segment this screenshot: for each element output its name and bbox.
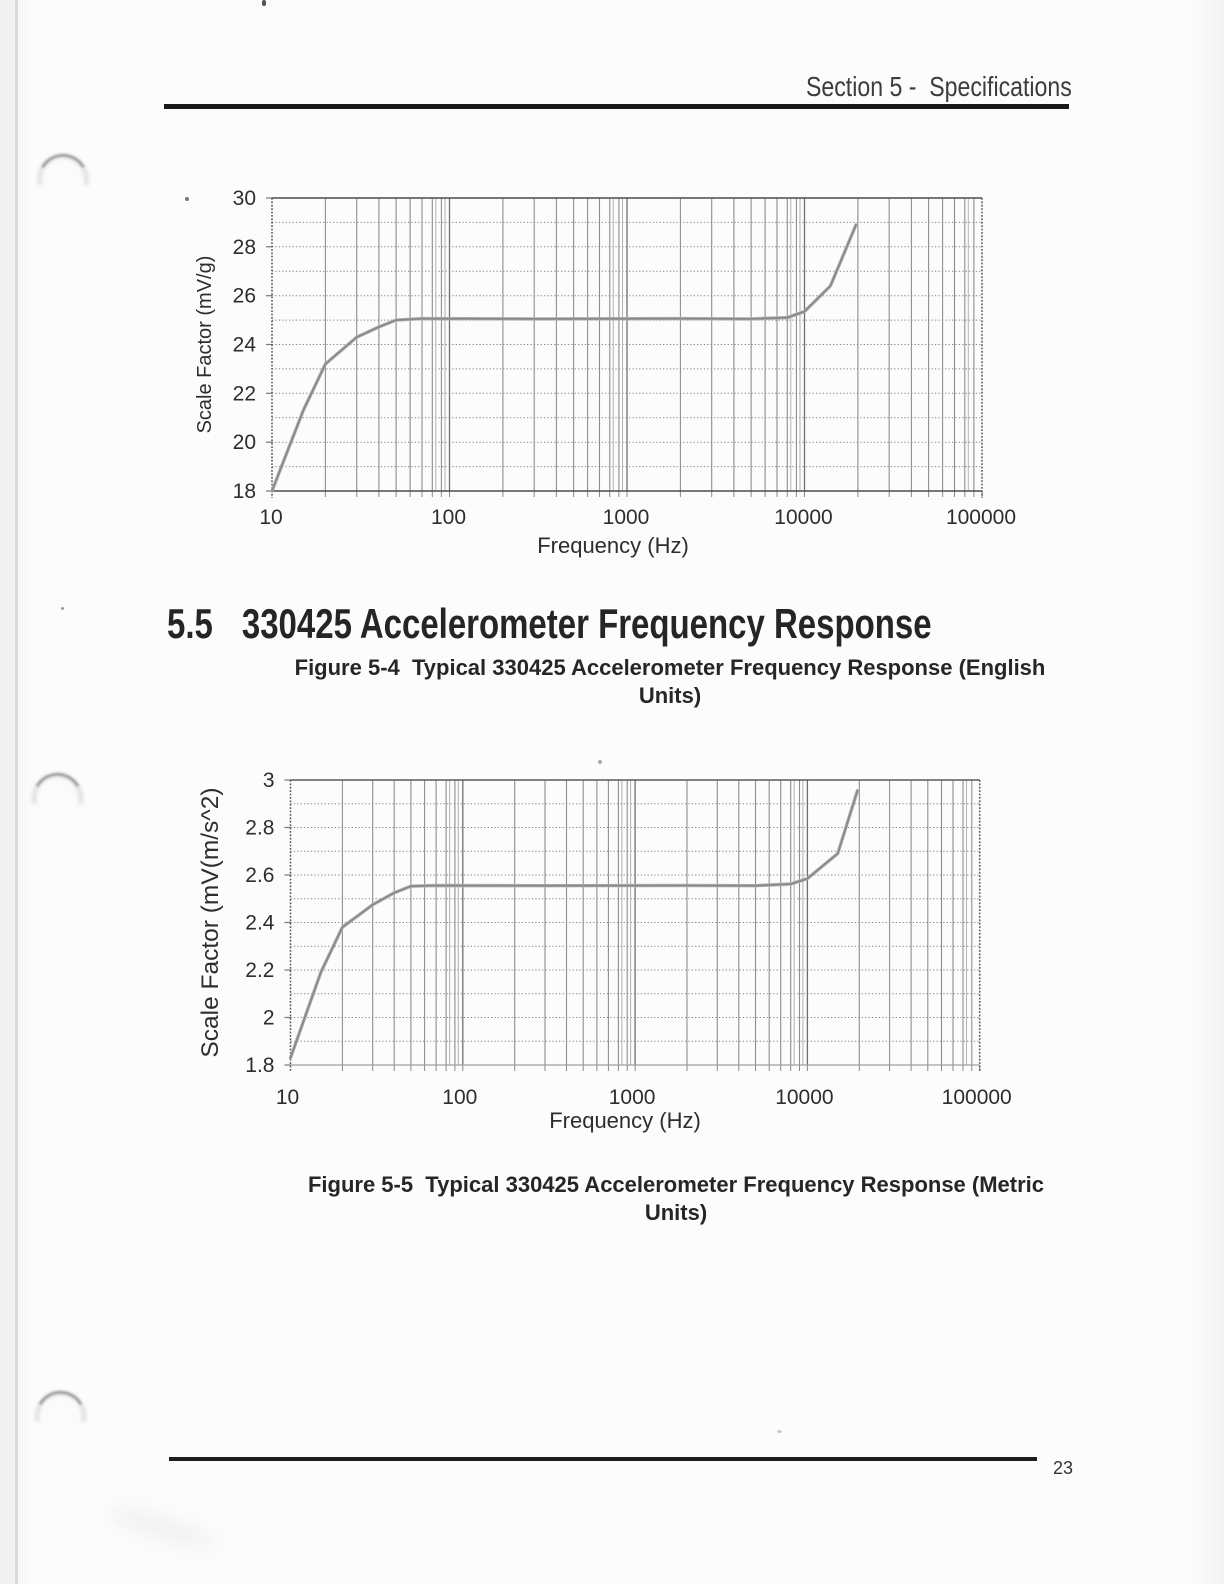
svg-text:Frequency (Hz): Frequency (Hz) bbox=[549, 1108, 701, 1133]
svg-text:100: 100 bbox=[431, 506, 466, 529]
svg-text:10: 10 bbox=[276, 1086, 299, 1109]
svg-text:100: 100 bbox=[442, 1086, 477, 1109]
svg-text:100000: 100000 bbox=[946, 506, 1016, 529]
svg-text:18: 18 bbox=[233, 480, 256, 503]
svg-text:24: 24 bbox=[233, 334, 257, 357]
svg-text:Frequency (Hz): Frequency (Hz) bbox=[537, 533, 689, 558]
svg-text:Scale Factor (mV(m/s^2): Scale Factor (mV(m/s^2) bbox=[197, 787, 224, 1057]
svg-text:1.8: 1.8 bbox=[245, 1054, 274, 1077]
svg-text:1000: 1000 bbox=[603, 506, 650, 529]
svg-text:2.2: 2.2 bbox=[245, 959, 274, 982]
svg-text:3: 3 bbox=[263, 769, 275, 792]
svg-text:30: 30 bbox=[233, 187, 256, 210]
svg-text:2: 2 bbox=[263, 1007, 275, 1030]
svg-text:10000: 10000 bbox=[775, 1086, 833, 1109]
svg-text:28: 28 bbox=[233, 236, 256, 259]
svg-text:26: 26 bbox=[233, 285, 256, 308]
svg-text:Scale Factor (mV/g): Scale Factor (mV/g) bbox=[194, 256, 216, 434]
svg-text:1000: 1000 bbox=[609, 1086, 656, 1109]
svg-text:2.8: 2.8 bbox=[245, 817, 274, 840]
svg-text:22: 22 bbox=[233, 382, 256, 405]
svg-text:10000: 10000 bbox=[774, 506, 832, 529]
svg-text:100000: 100000 bbox=[942, 1086, 1012, 1109]
svg-text:10: 10 bbox=[259, 506, 282, 529]
svg-text:20: 20 bbox=[233, 431, 256, 454]
svg-text:2.4: 2.4 bbox=[245, 912, 275, 935]
svg-text:2.6: 2.6 bbox=[245, 864, 274, 887]
